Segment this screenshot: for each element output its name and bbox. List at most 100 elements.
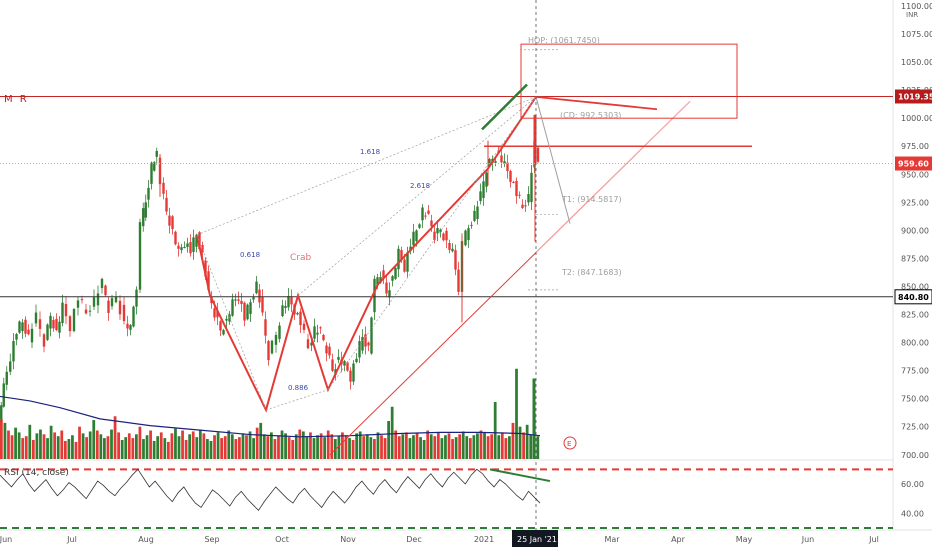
candle-body <box>467 228 470 241</box>
candle <box>219 320 222 337</box>
candle-body <box>186 243 189 247</box>
candle <box>234 293 237 307</box>
candle-body <box>373 278 376 313</box>
candle <box>42 333 46 353</box>
volume-bar <box>49 425 53 459</box>
candle-body <box>129 325 132 330</box>
volume-bar <box>124 437 128 459</box>
candle-body <box>104 285 107 296</box>
candle <box>186 237 189 253</box>
candle-body <box>521 204 524 208</box>
volume-bar <box>71 435 74 459</box>
candle-body <box>155 150 158 157</box>
price-label-badge: 959.60 <box>895 156 932 171</box>
candle-body <box>30 328 34 343</box>
volume-bar <box>28 424 32 459</box>
candle-body <box>296 312 299 315</box>
volume-bar <box>188 434 192 459</box>
candle-body <box>512 181 515 183</box>
candle-body <box>24 319 27 334</box>
candle <box>264 311 267 344</box>
volume-bar <box>284 433 287 459</box>
candle-body <box>207 271 210 291</box>
candle <box>503 153 506 168</box>
candle-body <box>325 345 328 354</box>
price-label-text: 840.80 <box>898 293 929 302</box>
candle-body <box>21 322 24 331</box>
candle-body <box>506 162 509 171</box>
candle <box>38 311 42 337</box>
rsi-tick-label: 40.00 <box>901 509 924 518</box>
volume-bar <box>344 435 348 459</box>
candle-body <box>445 230 448 241</box>
candle-body <box>192 237 195 252</box>
candle-body <box>96 293 100 306</box>
candle <box>174 230 177 246</box>
candle <box>296 311 299 316</box>
candle-body <box>92 297 96 307</box>
drawing-layer <box>0 0 893 530</box>
volume-bar <box>216 432 220 459</box>
candle <box>237 291 240 305</box>
volume-bar <box>316 435 319 459</box>
candle <box>249 298 252 322</box>
volume-bar <box>536 436 540 459</box>
candle <box>364 326 367 355</box>
volume-bar <box>383 438 387 459</box>
time-tick-label: 2021 <box>474 535 494 544</box>
candle <box>454 244 457 276</box>
volume-bar <box>422 440 426 459</box>
candle-body <box>34 312 38 324</box>
price-label-text: 959.60 <box>898 160 929 169</box>
volume-bar <box>110 429 113 459</box>
candle-body <box>328 346 331 356</box>
candle <box>18 320 21 334</box>
volume-bar <box>10 435 14 459</box>
volume-bar <box>163 438 167 459</box>
candle <box>231 293 234 317</box>
candle-body <box>385 282 388 294</box>
candle <box>100 277 104 294</box>
volume-bar <box>369 437 373 459</box>
price-tick-label: 700.00 <box>901 451 929 460</box>
candle-body <box>9 361 12 372</box>
candle <box>30 323 34 348</box>
last-volume-spike <box>532 378 536 459</box>
candle-body <box>122 304 126 322</box>
volume-bar <box>170 433 174 459</box>
candle-body <box>485 172 488 187</box>
candle <box>358 335 361 364</box>
candle-body <box>42 334 46 347</box>
candle-body <box>503 161 506 164</box>
candle <box>464 229 467 247</box>
candle <box>370 316 373 355</box>
candle-body <box>316 332 319 335</box>
candle-body <box>284 306 287 309</box>
candle-body <box>165 197 168 212</box>
candle-body <box>174 231 177 245</box>
time-tick-label: Sep <box>204 535 219 544</box>
candle <box>155 147 158 165</box>
time-tick-label: Mar <box>604 535 620 544</box>
volume-bar <box>376 432 380 459</box>
volume-bar <box>380 435 383 459</box>
candle <box>325 342 328 362</box>
volume-bar <box>74 441 78 459</box>
candle-body <box>15 334 18 340</box>
earnings-marker[interactable]: E <box>563 436 577 450</box>
pattern-ratio-line <box>265 389 329 411</box>
candle <box>243 301 246 327</box>
volume-bar <box>280 430 284 459</box>
volume-bar <box>351 440 355 459</box>
candle-body <box>355 358 358 363</box>
volume-bar <box>390 406 394 459</box>
volume-bar <box>277 435 280 459</box>
candle-body <box>454 250 457 270</box>
candle-body <box>400 250 403 260</box>
candle <box>479 183 482 205</box>
volume-bar <box>294 434 298 459</box>
candle <box>361 329 364 354</box>
candle-body <box>367 342 370 346</box>
